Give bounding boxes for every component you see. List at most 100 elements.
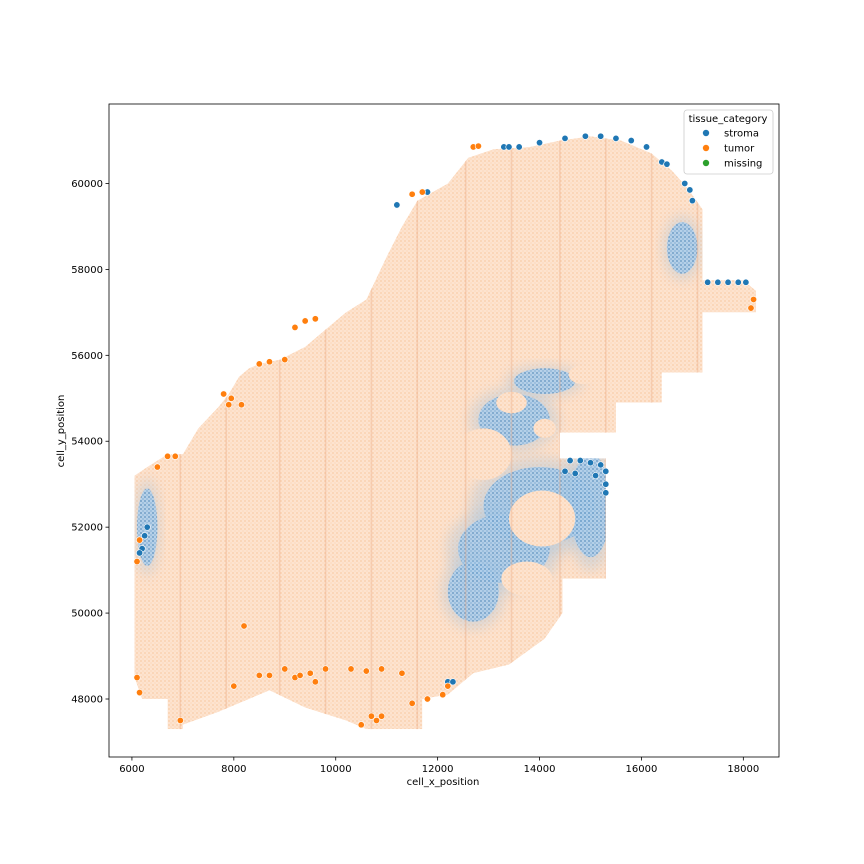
plot-area <box>108 103 780 758</box>
tumor-point <box>398 669 406 677</box>
stroma-point <box>627 137 635 145</box>
y-tick-label: 54000 <box>71 437 103 448</box>
tumor-point <box>296 671 304 679</box>
tissue-body <box>134 136 757 730</box>
legend-marker-missing <box>702 159 710 167</box>
stroma-point <box>566 457 574 465</box>
tumor-islands <box>455 365 598 596</box>
tumor-point <box>164 452 172 460</box>
stroma-point <box>704 278 712 286</box>
legend: tissue_category stroma tumor missing <box>683 109 774 175</box>
legend-label-stroma: stroma <box>724 129 759 140</box>
tumor-point <box>240 622 248 630</box>
y-tick-label: 50000 <box>71 609 103 620</box>
stroma-point <box>561 134 569 142</box>
tumor-point <box>423 695 431 703</box>
tumor-island <box>455 428 512 480</box>
tumor-point <box>750 295 758 303</box>
tumor-point <box>220 390 228 398</box>
stroma-point <box>612 134 620 142</box>
tumor-point <box>408 190 416 198</box>
stroma-point <box>602 480 610 488</box>
legend-title: tissue_category <box>689 114 768 125</box>
stroma-halo <box>506 364 583 398</box>
scan-stripe <box>324 136 327 730</box>
tumor-island <box>501 561 553 596</box>
tumor-point <box>230 682 238 690</box>
scan-stripe <box>604 136 607 730</box>
y-tick-label: 60000 <box>71 179 103 190</box>
scan-stripe <box>179 136 182 730</box>
stroma-point <box>505 143 513 151</box>
x-tick-label: 12000 <box>422 764 454 775</box>
tissue-scatter-layer <box>134 136 757 730</box>
tumor-point <box>306 669 314 677</box>
stroma-halo <box>663 215 702 281</box>
tumor-point <box>322 665 330 673</box>
scan-stripe <box>416 136 419 730</box>
tumor-point <box>136 689 144 697</box>
y-tick-label: 52000 <box>71 523 103 534</box>
tumor-point <box>408 699 416 707</box>
stroma-point <box>724 278 732 286</box>
tumor-point <box>311 678 319 686</box>
tumor-point <box>136 536 144 544</box>
stroma-point <box>686 186 694 194</box>
tumor-point <box>265 671 273 679</box>
scan-stripe <box>559 136 561 730</box>
stroma-point <box>581 132 589 140</box>
legend-label-missing: missing <box>724 159 762 170</box>
x-tick-label: 16000 <box>626 764 658 775</box>
plot-frame <box>108 103 780 758</box>
y-tick-label: 56000 <box>71 351 103 362</box>
tumor-point <box>281 356 289 364</box>
tumor-point <box>281 665 289 673</box>
y-tick-label: 48000 <box>71 695 103 706</box>
tumor-point <box>133 674 141 682</box>
scan-stripe <box>464 136 467 730</box>
tumor-point <box>237 401 245 409</box>
stroma-point <box>515 143 523 151</box>
tumor-point <box>372 716 380 724</box>
tumor-island <box>533 418 556 438</box>
y-tick-label: 58000 <box>71 265 103 276</box>
stroma-point <box>597 461 605 469</box>
stroma-point <box>681 179 689 187</box>
tumor-point <box>153 463 161 471</box>
stroma-point <box>714 278 722 286</box>
tumor-point <box>225 401 233 409</box>
tumor-point <box>357 721 365 729</box>
scan-stripe <box>278 136 281 730</box>
x-tick-label: 8000 <box>221 764 246 775</box>
stroma-point <box>597 132 605 140</box>
scan-stripe <box>225 136 227 730</box>
scan-stripe <box>696 136 699 730</box>
edge-points-layer <box>133 132 758 729</box>
tumor-point <box>747 304 755 312</box>
tumor-point <box>291 323 299 331</box>
tumor-point <box>311 315 319 323</box>
x-tick-label: 6000 <box>119 764 144 775</box>
stroma-point <box>141 532 149 540</box>
stroma-point <box>393 201 401 209</box>
stroma-point <box>643 143 651 151</box>
tumor-point <box>378 665 386 673</box>
legend-marker-tumor <box>702 144 710 152</box>
stroma-point <box>592 472 600 480</box>
tumor-point <box>418 188 426 196</box>
x-tick-label: 18000 <box>727 764 759 775</box>
tumor-island <box>496 391 527 414</box>
stroma-point <box>602 489 610 497</box>
stroma-halo <box>441 554 506 630</box>
stroma-point <box>143 523 151 531</box>
x-axis-label: cell_x_position <box>407 777 480 788</box>
tumor-point <box>367 712 375 720</box>
tumor-point <box>255 360 263 368</box>
tumor-point <box>444 682 452 690</box>
stroma-point <box>742 278 750 286</box>
stroma-point <box>536 139 544 147</box>
tumor-point <box>255 671 263 679</box>
stroma-point <box>586 459 594 467</box>
tumor-point <box>439 691 447 699</box>
